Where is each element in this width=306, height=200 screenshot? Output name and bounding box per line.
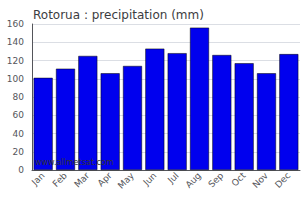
svg-text:www.allmetsat.com: www.allmetsat.com xyxy=(35,158,114,167)
svg-text:Jul: Jul xyxy=(165,170,180,185)
svg-text:140: 140 xyxy=(7,37,24,47)
svg-text:Oct: Oct xyxy=(230,170,248,188)
svg-text:Dec: Dec xyxy=(273,170,292,189)
svg-text:40: 40 xyxy=(13,129,25,139)
svg-text:Rotorua : precipitation (mm): Rotorua : precipitation (mm) xyxy=(33,8,204,22)
svg-text:0: 0 xyxy=(18,165,24,175)
svg-text:120: 120 xyxy=(7,56,24,66)
svg-text:May: May xyxy=(116,170,137,191)
svg-text:20: 20 xyxy=(13,147,25,157)
svg-text:Feb: Feb xyxy=(51,170,70,189)
svg-text:Sep: Sep xyxy=(206,170,225,189)
svg-text:Jan: Jan xyxy=(29,170,47,188)
svg-text:60: 60 xyxy=(13,110,25,120)
svg-text:100: 100 xyxy=(7,74,24,84)
svg-text:160: 160 xyxy=(7,19,24,29)
svg-text:Aug: Aug xyxy=(184,170,203,189)
svg-text:Jun: Jun xyxy=(141,170,159,188)
svg-text:Mar: Mar xyxy=(72,170,91,189)
svg-text:Nov: Nov xyxy=(251,170,271,190)
svg-text:Apr: Apr xyxy=(96,170,114,188)
svg-text:80: 80 xyxy=(13,92,25,102)
